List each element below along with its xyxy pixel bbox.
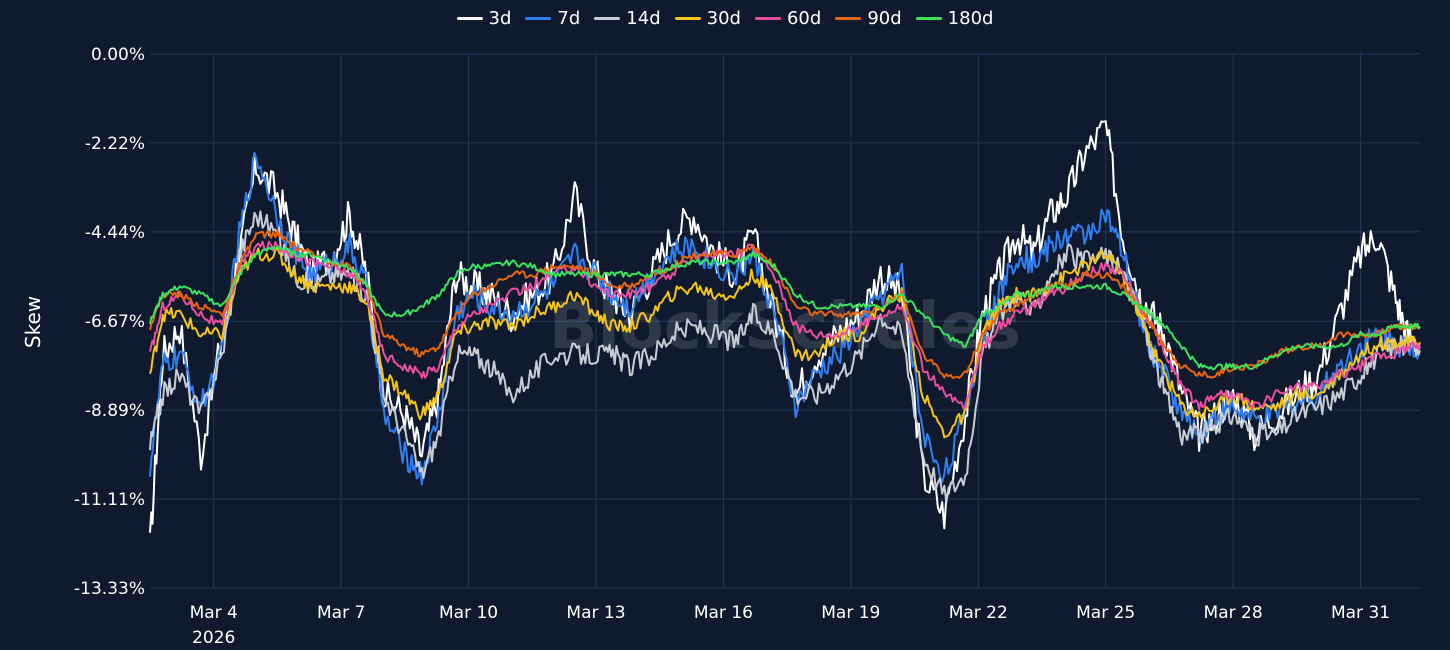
x-tick-label: Mar 4: [190, 603, 238, 623]
y-tick-label: -8.89%: [85, 401, 145, 421]
x-tick-label: Mar 31: [1331, 603, 1390, 623]
legend-item-60d[interactable]: 60d: [754, 8, 822, 29]
legend-label: 3d: [488, 8, 512, 29]
x-tick-label: Mar 7: [317, 603, 365, 623]
legend-label: 180d: [947, 8, 994, 29]
y-tick-label: -6.67%: [85, 312, 145, 332]
x-tick-label: Mar 13: [566, 603, 625, 623]
legend-swatch: [456, 17, 483, 20]
y-axis-label: Skew: [21, 296, 45, 348]
legend: 3d 7d 14d 30d 60d 90d 180d: [0, 8, 1450, 29]
series-lines: [149, 120, 1421, 533]
legend-swatch: [594, 17, 621, 20]
series-line-180d: [149, 245, 1421, 371]
y-axis: 0.00% -2.22% -4.44% -6.67% -8.89% -11.11% -13.…: [74, 45, 145, 599]
y-tick-label: -13.33%: [74, 579, 145, 599]
legend-item-14d[interactable]: 14d: [594, 8, 661, 29]
y-tick-label: -2.22%: [85, 134, 145, 154]
legend-swatch: [754, 17, 781, 20]
x-tick-label: Mar 16: [694, 603, 753, 623]
legend-label: 30d: [706, 8, 741, 29]
x-tick-label: Mar 10: [439, 603, 498, 623]
gridlines: [150, 53, 1420, 589]
x-tick-label: Mar 22: [949, 603, 1008, 623]
legend-item-3d[interactable]: 3d: [456, 8, 512, 29]
legend-item-180d[interactable]: 180d: [915, 8, 994, 29]
legend-swatch: [674, 17, 701, 20]
x-tick-label: Mar 28: [1204, 603, 1263, 623]
legend-swatch: [915, 17, 942, 20]
series-line-60d: [149, 240, 1421, 410]
legend-label: 90d: [867, 8, 902, 29]
y-tick-label: -4.44%: [85, 223, 145, 243]
x-axis: Mar 4 2026 Mar 7 Mar 10 Mar 13 Mar 16 Mar 19 Ma…: [190, 603, 1391, 648]
legend-item-90d[interactable]: 90d: [835, 8, 902, 29]
legend-swatch: [835, 17, 862, 20]
legend-swatch: [525, 17, 552, 20]
legend-item-30d[interactable]: 30d: [674, 8, 741, 29]
x-tick-label: Mar 25: [1076, 603, 1135, 623]
legend-item-7d[interactable]: 7d: [525, 8, 580, 29]
series-line-30d: [149, 246, 1421, 439]
legend-label: 60d: [786, 8, 822, 29]
y-tick-label: -11.11%: [74, 490, 145, 510]
legend-label: 14d: [626, 8, 661, 29]
x-tick-label: Mar 19: [821, 603, 880, 623]
y-tick-label: 0.00%: [91, 45, 145, 65]
legend-label: 7d: [557, 8, 581, 29]
x-tick-sublabel: 2026: [192, 628, 235, 648]
